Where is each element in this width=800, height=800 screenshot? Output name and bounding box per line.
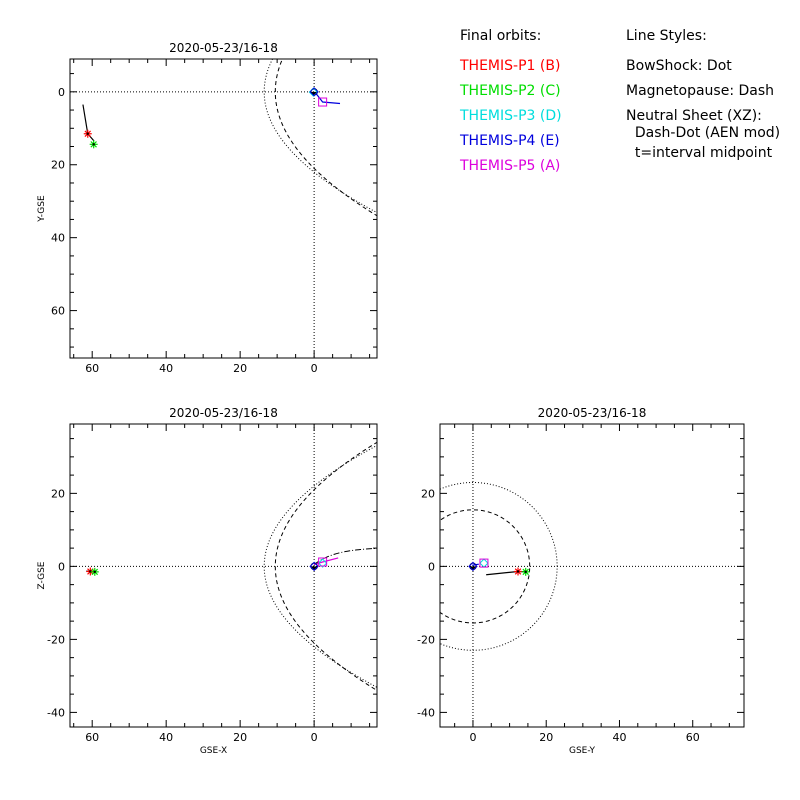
- y-tick-label: 0: [428, 560, 435, 573]
- marker-center: [516, 570, 520, 573]
- y-tick-label: 20: [51, 487, 65, 500]
- panel-title: 2020-05-23/16-18: [169, 406, 278, 420]
- magnetopause-curve: [440, 509, 531, 624]
- probe-marker-3: [317, 558, 328, 568]
- legend-probe-p3: THEMIS-P3 (D): [459, 108, 562, 124]
- x-tick-label: 40: [159, 731, 173, 744]
- marker-center: [524, 570, 527, 574]
- x-tick-label: 20: [233, 362, 247, 375]
- legend-style-magnetopause: Magnetopause: Dash: [626, 83, 774, 99]
- marker-diamond: [309, 87, 319, 97]
- plot-frame: [439, 423, 745, 728]
- panel-xz: 60 40 20 0 20 0 -20 -40 2020-05-23/16-18 GSE-X Z-G…: [37, 406, 378, 756]
- y-tick-label: 0: [58, 86, 65, 99]
- probe-marker-2: [90, 567, 99, 576]
- y-tick-label: 0: [58, 560, 65, 573]
- y-tick-label: 60: [51, 305, 65, 318]
- marker-center: [86, 132, 89, 135]
- bowshock-curve: [440, 481, 558, 651]
- legend-line-styles: Line Styles: BowShock: Dot Magnetopause:…: [626, 28, 780, 161]
- probe-marker-4: [468, 561, 478, 572]
- y-tick-label: 40: [51, 232, 65, 245]
- plot-frame: [69, 423, 378, 728]
- x-tick-label: 20: [539, 731, 553, 744]
- y-tick-label: 20: [421, 487, 435, 500]
- x-tick-label: 0: [311, 362, 318, 375]
- legend-style-bowshock: BowShock: Dot: [626, 58, 732, 74]
- legend-probe-p4: THEMIS-P4 (E): [459, 133, 560, 149]
- probe-marker-1: [514, 567, 523, 576]
- panel-content: [70, 424, 377, 727]
- x-tick-label: 60: [686, 731, 700, 744]
- marker-diamond: [317, 558, 328, 568]
- x-tick-label: 0: [469, 731, 476, 744]
- y-tick-label: -20: [417, 633, 435, 646]
- y-tick-label: -20: [47, 633, 65, 646]
- x-tick-label: 40: [159, 362, 173, 375]
- probe-marker-4: [309, 561, 319, 572]
- magnetopause-curve: [274, 441, 377, 692]
- y-tick-label: -40: [47, 706, 65, 719]
- legend-styles-title: Line Styles:: [626, 28, 707, 44]
- x-axis-label: GSE-X: [200, 746, 227, 756]
- marker-center: [93, 570, 96, 574]
- marker-diamond: [468, 561, 478, 572]
- x-tick-label: 60: [85, 362, 99, 375]
- probe-marker-5: [318, 97, 328, 107]
- plot-frame: [69, 58, 378, 359]
- y-tick-label: -40: [417, 706, 435, 719]
- y-axis-label: Z-GSE: [37, 561, 47, 589]
- orbit-track-1: [313, 557, 339, 566]
- probe-marker-5: [479, 558, 489, 568]
- panel-content: [70, 59, 377, 358]
- panel-yz: 0 20 40 60 20 0 -20 -40 2020-05-23/16-18 GSE-Y: [417, 406, 745, 756]
- marker-square: [318, 557, 328, 567]
- legend-style-dash-dot: Dash-Dot (AEN mod): [626, 125, 780, 141]
- marker-center: [92, 143, 95, 146]
- earth-marker: [310, 562, 318, 571]
- panel-title: 2020-05-23/16-18: [538, 406, 647, 420]
- panel-title: 2020-05-23/16-18: [169, 41, 278, 55]
- marker-square: [318, 97, 328, 107]
- magnetopause-curve: [274, 59, 377, 217]
- probe-marker-1: [83, 129, 92, 138]
- legend-orbits-title: Final orbits:: [460, 28, 541, 44]
- orbit-track-0: [82, 104, 95, 142]
- x-axis-label: GSE-Y: [569, 746, 596, 756]
- orbit-track-1: [314, 92, 341, 105]
- x-tick-label: 40: [612, 731, 626, 744]
- probe-marker-2: [89, 140, 98, 149]
- marker-diamond: [309, 561, 319, 572]
- probe-marker-4: [309, 87, 319, 97]
- bowshock-curve: [263, 59, 377, 214]
- probe-marker-5: [318, 557, 328, 567]
- panel-content: [440, 424, 744, 727]
- probe-marker-3: [479, 558, 489, 568]
- y-tick-label: 20: [51, 159, 65, 172]
- y-axis-label: Y-GSE: [37, 195, 47, 223]
- x-tick-label: 60: [85, 731, 99, 744]
- marker-square: [479, 558, 489, 568]
- earth-marker: [469, 562, 477, 571]
- x-tick-label: 20: [233, 731, 247, 744]
- legend-probe-p2: THEMIS-P2 (C): [459, 83, 561, 99]
- x-tick-label: 0: [311, 731, 318, 744]
- legend-orbits: Final orbits: THEMIS-P1 (B) THEMIS-P2 (C…: [459, 28, 562, 174]
- legend-probe-p5: THEMIS-P5 (A): [459, 158, 560, 174]
- legend-style-neutral-sheet: Neutral Sheet (XZ):: [626, 108, 762, 124]
- panel-xy: 60 40 20 0 0 20 40 60 2020-05-23/16-18 Y-GSE: [37, 41, 378, 375]
- marker-diamond: [479, 558, 489, 568]
- legend-style-t-midpoint: t=interval midpoint: [626, 145, 773, 161]
- probe-marker-2: [521, 567, 530, 576]
- legend-probe-p1: THEMIS-P1 (B): [459, 58, 560, 74]
